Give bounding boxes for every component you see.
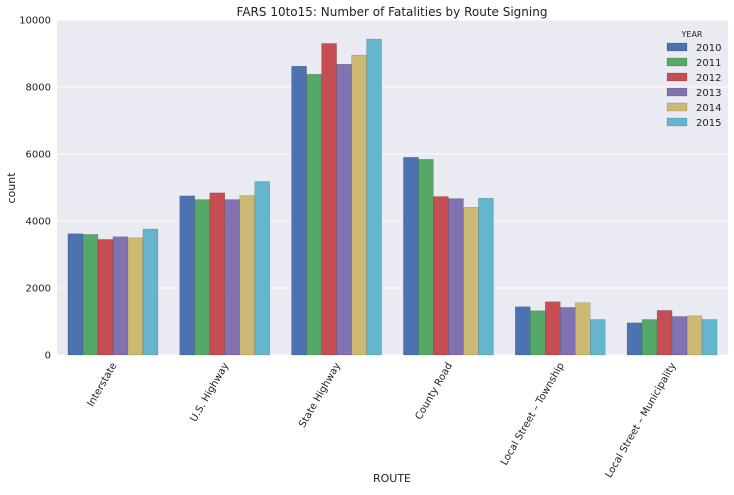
legend-label: 2010 xyxy=(696,43,721,54)
bar xyxy=(291,65,307,356)
bar xyxy=(545,301,561,356)
x-tick-label: State Highway xyxy=(297,361,343,430)
legend-swatch xyxy=(666,57,688,67)
bar xyxy=(239,195,255,356)
bar xyxy=(351,54,367,356)
bar xyxy=(418,159,434,356)
y-tick-label: 4000 xyxy=(26,217,51,228)
bar xyxy=(82,234,99,356)
legend-swatch xyxy=(666,72,688,82)
bar xyxy=(179,195,195,356)
bar xyxy=(67,233,84,356)
legend-label: 2012 xyxy=(696,73,721,84)
bar xyxy=(560,307,576,356)
bar xyxy=(194,199,210,356)
bar xyxy=(321,43,337,356)
bar xyxy=(463,207,479,356)
bar xyxy=(478,197,494,356)
bar xyxy=(127,237,144,356)
bar xyxy=(254,181,270,356)
bar xyxy=(112,236,129,356)
bar xyxy=(530,310,546,356)
legend-swatch xyxy=(666,87,688,97)
legend-title: YEAR xyxy=(681,30,703,39)
x-axis-label: ROUTE xyxy=(373,472,411,485)
bars xyxy=(67,38,718,356)
legend-label: 2015 xyxy=(696,118,721,129)
y-tick-label: 8000 xyxy=(26,83,51,94)
legend-swatch xyxy=(666,117,688,127)
legend-label: 2014 xyxy=(696,103,721,114)
bar xyxy=(142,228,159,356)
y-axis-ticks: 0 2000 4000 6000 8000 10000 xyxy=(19,16,51,362)
bar xyxy=(515,306,531,356)
bar xyxy=(306,74,322,356)
bar xyxy=(366,38,382,356)
y-axis-label: count xyxy=(5,172,18,204)
x-tick-label: Local Street – Municipality xyxy=(604,361,679,480)
y-tick-label: 6000 xyxy=(26,150,51,161)
y-tick-label: 0 xyxy=(45,351,51,362)
bar xyxy=(701,319,718,356)
bar xyxy=(656,310,673,356)
plot-background xyxy=(57,20,728,355)
bar xyxy=(336,63,352,356)
y-tick-label: 10000 xyxy=(19,16,51,27)
chart-title: FARS 10to15: Number of Fatalities by Rou… xyxy=(237,5,548,19)
bar xyxy=(641,319,658,356)
bar xyxy=(575,302,591,356)
x-tick-label: Interstate xyxy=(86,361,120,409)
bar xyxy=(97,239,114,356)
bar xyxy=(433,196,449,356)
bar xyxy=(224,199,240,356)
bar xyxy=(448,198,464,356)
bar xyxy=(403,157,419,356)
x-axis-ticks: Interstate U.S. Highway State Highway Count… xyxy=(86,361,679,480)
bar xyxy=(590,319,606,356)
legend-swatch xyxy=(666,42,688,52)
y-tick-label: 2000 xyxy=(26,284,51,295)
bar xyxy=(671,316,688,356)
bar xyxy=(209,192,225,356)
legend-label: 2013 xyxy=(696,88,721,99)
x-tick-label: U.S. Highway xyxy=(189,361,232,424)
x-tick-label: Local Street – Township xyxy=(499,361,567,467)
x-tick-label: County Road xyxy=(414,361,455,422)
bar xyxy=(626,322,643,356)
grid-lines xyxy=(57,19,728,356)
legend-label: 2011 xyxy=(696,58,721,69)
legend-swatch xyxy=(666,102,688,112)
legend: YEAR 2010 2011 2012 2013 2014 2015 xyxy=(666,30,721,129)
bar xyxy=(686,315,703,356)
